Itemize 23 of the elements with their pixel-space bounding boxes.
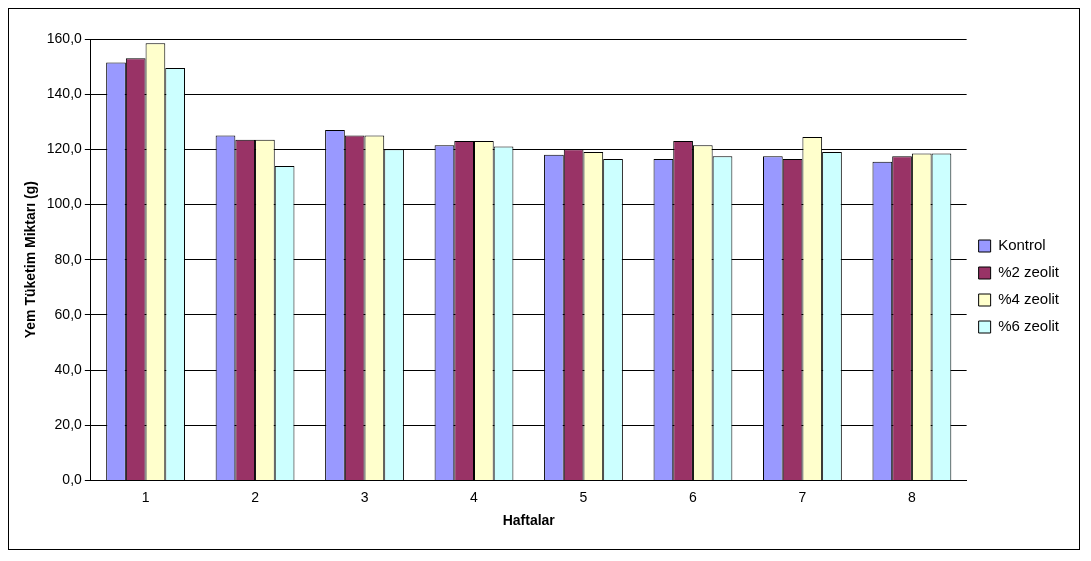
y-tick-label: 60,0: [54, 305, 83, 322]
x-axis-title: Haftalar: [502, 512, 556, 529]
y-tick-label: 80,0: [54, 250, 83, 267]
y-tick-label: 0,0: [62, 471, 83, 488]
x-tick-label: 2: [251, 488, 260, 505]
y-tick-label: 100,0: [46, 195, 83, 212]
legend-label: %6 zeolit: [998, 317, 1060, 335]
legend-label: Kontrol: [998, 236, 1046, 254]
y-tick-label: 20,0: [54, 416, 83, 433]
x-tick-label: 8: [908, 488, 916, 505]
x-tick-label: 3: [360, 488, 369, 505]
y-tick-label: 140,0: [46, 85, 83, 102]
legend-label: %4 zeolit: [998, 290, 1060, 308]
y-tick-label: 40,0: [54, 360, 83, 377]
x-tick-label: 5: [579, 488, 588, 505]
x-tick-label: 1: [141, 488, 150, 505]
x-tick-label: 6: [689, 488, 698, 505]
y-tick-label: 160,0: [46, 29, 83, 46]
legend-label: %2 zeolit: [998, 263, 1060, 281]
y-tick-label: 120,0: [46, 140, 83, 157]
x-tick-label: 4: [470, 488, 479, 505]
x-tick-label: 7: [798, 488, 807, 505]
y-axis-title: Yem Tüketim Miktarı (g): [22, 181, 39, 339]
